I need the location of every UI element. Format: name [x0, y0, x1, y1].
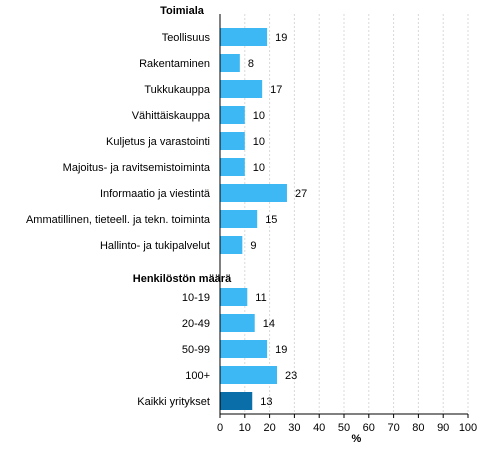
bar [220, 184, 287, 202]
value-label: 10 [253, 162, 265, 174]
value-label: 8 [248, 58, 254, 70]
section-heading: Henkilöstön määrä [133, 273, 232, 285]
bar [220, 28, 268, 46]
bar [220, 340, 268, 358]
bar [220, 314, 255, 332]
value-label: 9 [250, 240, 256, 252]
x-tick-label: 30 [288, 422, 300, 434]
x-tick-label: 10 [239, 422, 251, 434]
x-axis-label: % [352, 433, 362, 445]
category-label: 100+ [185, 370, 210, 382]
category-label: Vähittäiskauppa [132, 110, 211, 122]
x-tick-label: 90 [437, 422, 449, 434]
bar [220, 106, 245, 124]
section-heading: Toimiala [160, 5, 205, 17]
x-tick-label: 0 [217, 422, 223, 434]
bar [220, 132, 245, 150]
category-label: Teollisuus [162, 32, 211, 44]
value-label: 19 [275, 32, 287, 44]
bar [220, 158, 245, 176]
labels: Toimiala Teollisuus 19 Rakentaminen 8 Tukkuka… [26, 5, 307, 408]
x-tick-label: 40 [313, 422, 325, 434]
category-label: 20-49 [182, 318, 210, 330]
bar [220, 80, 263, 98]
category-label: 10-19 [182, 292, 210, 304]
category-label: Rakentaminen [139, 58, 210, 70]
value-label: 14 [263, 318, 275, 330]
bars [220, 28, 287, 410]
category-label: Kuljetus ja varastointi [106, 136, 210, 148]
bar [220, 392, 253, 410]
grid-lines [244, 14, 469, 414]
value-label: 19 [275, 344, 287, 356]
x-tick-label: 60 [363, 422, 375, 434]
value-label: 10 [253, 110, 265, 122]
bar [220, 288, 248, 306]
category-label: Tukkukauppa [144, 84, 211, 96]
value-label: 27 [295, 188, 307, 200]
value-label: 17 [270, 84, 282, 96]
value-label: 11 [255, 292, 266, 304]
bar [220, 210, 258, 228]
bar [220, 54, 240, 72]
x-tick-label: 70 [387, 422, 399, 434]
value-label: 23 [285, 370, 297, 382]
x-tick-label: 80 [412, 422, 424, 434]
category-label: Ammatillinen, tieteell. ja tekn. toimint… [26, 214, 211, 226]
value-label: 15 [265, 214, 277, 226]
category-label: Kaikki yritykset [137, 396, 210, 408]
category-label: Majoitus- ja ravitsemistoiminta [63, 162, 211, 174]
category-label: Informaatio ja viestintä [100, 188, 211, 200]
x-tick-label: 100 [459, 422, 477, 434]
category-label: 50-99 [182, 344, 210, 356]
value-label: 10 [253, 136, 265, 148]
category-label: Hallinto- ja tukipalvelut [100, 240, 210, 252]
x-tick-label: 50 [338, 422, 350, 434]
x-tick-label: 20 [263, 422, 275, 434]
bar [220, 236, 243, 254]
bar [220, 366, 278, 384]
x-axis: 0 10 20 30 40 50 60 70 80 90 100% [217, 14, 477, 445]
value-label: 13 [260, 396, 272, 408]
